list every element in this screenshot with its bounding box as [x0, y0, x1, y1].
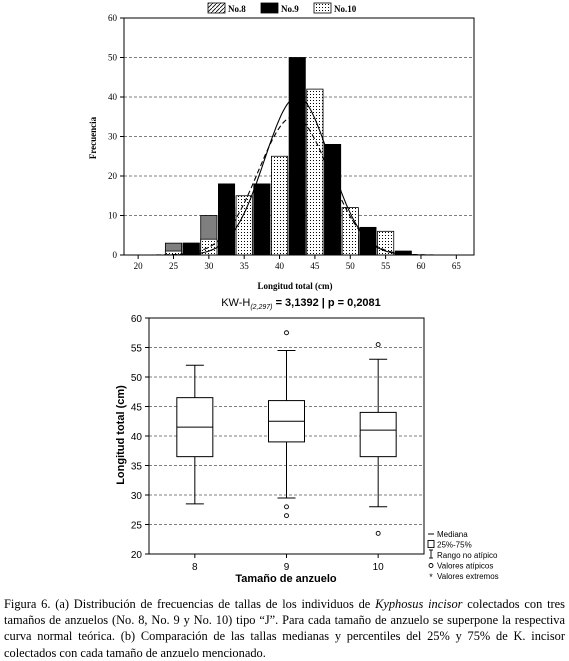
boxplot-y-tick-label: 50 — [131, 373, 143, 384]
boxplot-y-tick-label: 20 — [131, 550, 143, 561]
boxplot-x-ticks: 8 9 10 — [192, 554, 384, 573]
boxplot-group-10 — [359, 342, 397, 536]
histogram-y-tick-label: 50 — [108, 53, 118, 63]
boxplot-legend-item: Valores atípicos — [428, 562, 493, 571]
histogram-x-tick-label: 50 — [346, 261, 356, 271]
histogram-x-tick-label: 65 — [452, 261, 462, 271]
caption-text-1: Figura 6. (a) Distribución de frecuencia… — [4, 597, 376, 611]
figure-caption: Figura 6. (a) Distribución de frecuencia… — [4, 596, 565, 661]
boxplot-legend-item: * Valores extremos — [429, 572, 498, 582]
histogram-y-tick-label: 20 — [108, 171, 118, 181]
boxplot-x-tick-label: 8 — [192, 562, 198, 573]
histogram-x-tick-label: 30 — [204, 261, 214, 271]
boxplot-outlier — [284, 513, 289, 519]
histogram-bar-no10 — [306, 88, 324, 256]
boxplot-x-tick-label: 9 — [284, 562, 290, 573]
histogram-x-tick-label: 25 — [169, 261, 179, 271]
legend-box-symbol — [427, 540, 435, 548]
boxplot-legend-label: Valores atípicos — [437, 562, 493, 571]
boxplot-y-tick-label: 25 — [131, 521, 143, 532]
boxplot-y-tick-label: 55 — [131, 344, 143, 355]
histogram-y-tick-label: 30 — [108, 132, 118, 142]
histogram-legend-item: No.8 — [207, 2, 246, 14]
histogram-bar-no10 — [341, 207, 359, 256]
histogram-bars — [164, 57, 412, 256]
boxplot-y-tick-label: 40 — [131, 432, 143, 443]
histogram-x-tick-label: 40 — [275, 261, 285, 271]
histogram-bar-no9 — [359, 226, 377, 256]
histogram-legend-item: No.9 — [260, 2, 299, 14]
legend-swatch-no9 — [260, 2, 279, 14]
legend-label-no8: No.8 — [228, 4, 246, 14]
boxplot-title-prefix: KW-H — [221, 297, 250, 309]
histogram-chart: No.8 No.9 No.10 0 10 20 30 40 50 60 20 25 30 35 40 45… — [88, 2, 475, 291]
histogram-bar-no9 — [324, 143, 342, 256]
histogram-bar-no10 — [271, 155, 289, 256]
boxplot-legend-label: Mediana — [437, 530, 468, 539]
histogram-x-tick-label: 45 — [310, 261, 320, 271]
boxplot-legend-item: Mediana — [428, 530, 468, 539]
caption-text-2: colectados con tres tamaños de anzuelos … — [4, 597, 565, 660]
histogram-x-ticks: 20 25 30 35 40 45 50 55 60 65 — [134, 255, 462, 271]
legend-label-no9: No.9 — [281, 4, 299, 14]
histogram-y-ticks: 0 10 20 30 40 50 60 — [108, 13, 124, 260]
legend-outlier-symbol — [428, 563, 434, 568]
boxplot-title-suffix: = 3,1392 | p = 0,2081 — [273, 297, 381, 309]
boxplot-legend-item: Rango no atípico — [429, 549, 498, 560]
boxplot-legend-label: Rango no atípico — [437, 551, 498, 560]
histogram-legend-item: No.10 — [313, 2, 357, 14]
boxplot-outlier — [284, 330, 289, 336]
boxplot-title-subscript: (2,297) — [250, 304, 272, 311]
boxplot-y-ticks: 20 25 30 35 40 45 50 55 60 — [131, 314, 149, 561]
boxplot-y-tick-label: 60 — [131, 314, 143, 325]
boxplot-title: KW-H(2,297) = 3,1392 | p = 0,2081 — [221, 297, 381, 311]
boxplot-y-tick-label: 35 — [131, 462, 143, 473]
histogram-x-tick-label: 35 — [240, 261, 250, 271]
boxplot-x-tick-label: 10 — [373, 562, 385, 573]
boxplot-group-8 — [176, 364, 214, 505]
legend-extreme-symbol: * — [429, 572, 433, 582]
boxplot-legend-item: 25%-75% — [427, 540, 472, 550]
histogram-y-axis-label: Frecuencia — [88, 116, 98, 159]
boxplot-boxes — [176, 330, 397, 536]
boxplot-box — [359, 411, 397, 458]
boxplot-y-axis-label: Longitud total (cm) — [115, 385, 127, 485]
histogram-y-tick-label: 10 — [108, 211, 118, 221]
legend-swatch-no8 — [207, 2, 226, 14]
boxplot-outlier — [375, 342, 381, 347]
legend-swatch-no10 — [313, 2, 332, 14]
histogram-y-tick-label: 0 — [113, 250, 118, 260]
boxplot-chart: KW-H(2,297) = 3,1392 | p = 0,2081 20 25 30… — [115, 297, 499, 585]
boxplot-x-axis-label: Tamaño de anzuelo — [235, 573, 337, 585]
histogram-legend: No.8 No.9 No.10 — [207, 2, 357, 14]
boxplot-group-9 — [268, 330, 305, 519]
histogram-x-axis-label: Longitud total (cm) — [258, 281, 333, 291]
histogram-x-tick-label: 60 — [416, 261, 426, 271]
histogram-bar-no9 — [253, 183, 271, 256]
boxplot-legend-label: Valores extremos — [437, 572, 499, 581]
boxplot-y-tick-label: 30 — [131, 491, 143, 502]
boxplot-outlier — [284, 504, 289, 510]
boxplot-legend: Mediana 25%-75%Rango no atípico Valores at… — [427, 530, 499, 582]
histogram-y-tick-label: 40 — [108, 92, 118, 102]
histogram-x-tick-label: 55 — [381, 261, 391, 271]
boxplot-legend-label: 25%-75% — [437, 541, 472, 550]
histogram-y-tick-label: 60 — [108, 13, 118, 23]
legend-label-no10: No.10 — [334, 4, 357, 14]
boxplot-y-tick-label: 45 — [131, 403, 143, 414]
boxplot-outlier — [375, 530, 381, 536]
histogram-x-tick-label: 20 — [134, 261, 144, 271]
histogram-bar-no10 — [235, 195, 253, 256]
histogram-bar-no9 — [288, 57, 306, 256]
caption-species: Kyphosus incisor — [375, 597, 463, 611]
